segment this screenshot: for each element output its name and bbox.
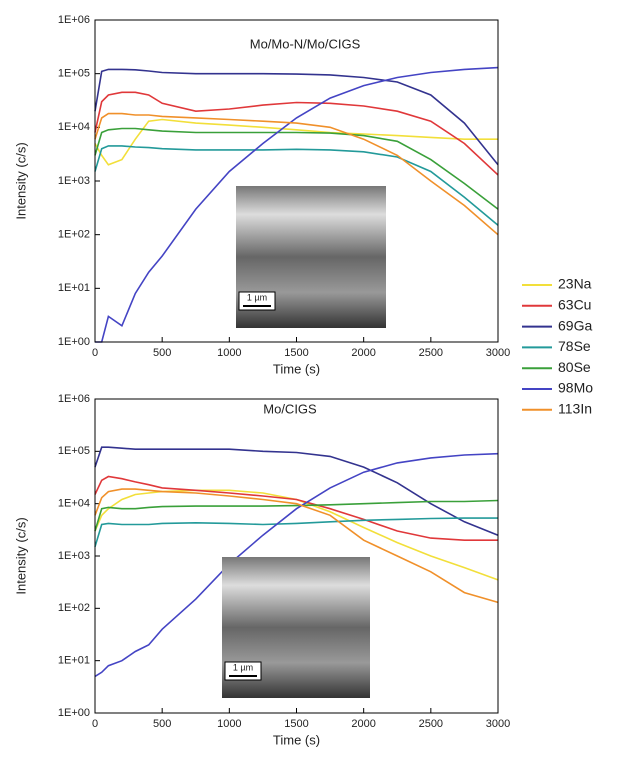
legend-label: 69Ga <box>558 317 592 333</box>
x-tick-label: 500 <box>153 347 171 359</box>
x-tick-label: 1500 <box>284 718 308 730</box>
x-axis-title: Time (s) <box>273 732 320 747</box>
scale-bar-label: 1 µm <box>233 662 253 672</box>
y-tick-label: 1E+05 <box>58 445 90 457</box>
series-line <box>94 499 499 532</box>
y-tick-label: 1E+06 <box>58 14 90 26</box>
x-tick-label: 3000 <box>486 718 510 730</box>
series-line <box>95 66 499 343</box>
legend-label: 98Mo <box>558 380 593 396</box>
y-tick-label: 1E+04 <box>58 121 90 133</box>
series-line <box>94 517 498 548</box>
series-line <box>94 446 499 536</box>
x-tick-label: 2000 <box>351 347 375 359</box>
series-line <box>94 127 499 210</box>
scale-bar-label: 1 µm <box>247 292 267 302</box>
y-tick-label: 1E+04 <box>58 498 90 510</box>
plot-frame <box>94 19 499 343</box>
x-axis-title: Time (s) <box>273 361 320 376</box>
series-line <box>94 68 499 166</box>
y-tick-label: 1E+01 <box>58 655 90 667</box>
x-tick-label: 2500 <box>419 718 443 730</box>
x-tick-label: 2000 <box>351 718 375 730</box>
y-tick-label: 1E+06 <box>58 393 90 405</box>
y-tick-label: 1E+00 <box>58 336 90 348</box>
x-tick-label: 1500 <box>284 347 308 359</box>
x-tick-label: 2500 <box>419 347 443 359</box>
legend-label: 78Se <box>558 338 591 354</box>
chart-title: Mo/Mo-N/Mo/CIGS <box>250 36 361 51</box>
y-tick-label: 1E+02 <box>58 229 90 241</box>
y-tick-label: 1E+05 <box>58 68 90 80</box>
legend-label: 80Se <box>558 359 591 375</box>
series-line <box>94 488 499 604</box>
x-tick-label: 3000 <box>486 347 510 359</box>
legend-label: 113In <box>558 401 592 417</box>
y-axis-title: Intensity (c/s) <box>13 142 28 219</box>
legend-label: 23Na <box>558 276 592 292</box>
series-line <box>94 475 498 541</box>
x-tick-label: 1000 <box>217 347 241 359</box>
x-tick-label: 0 <box>92 347 98 359</box>
chart-title: Mo/CIGS <box>263 401 317 416</box>
x-tick-label: 1000 <box>217 718 241 730</box>
series-line <box>94 145 499 226</box>
y-tick-label: 1E+01 <box>58 282 90 294</box>
y-axis-title: Intensity (c/s) <box>13 517 28 594</box>
y-tick-label: 1E+03 <box>58 175 90 187</box>
y-tick-label: 1E+00 <box>58 707 90 719</box>
y-tick-label: 1E+03 <box>58 550 90 562</box>
series-line <box>94 91 499 176</box>
legend-label: 63Cu <box>558 297 591 313</box>
series-line <box>94 112 499 236</box>
series-line <box>94 489 499 581</box>
series-line <box>94 118 498 166</box>
plot-frame <box>94 398 499 714</box>
x-tick-label: 0 <box>92 718 98 730</box>
y-tick-label: 1E+02 <box>58 602 90 614</box>
x-tick-label: 500 <box>153 718 171 730</box>
